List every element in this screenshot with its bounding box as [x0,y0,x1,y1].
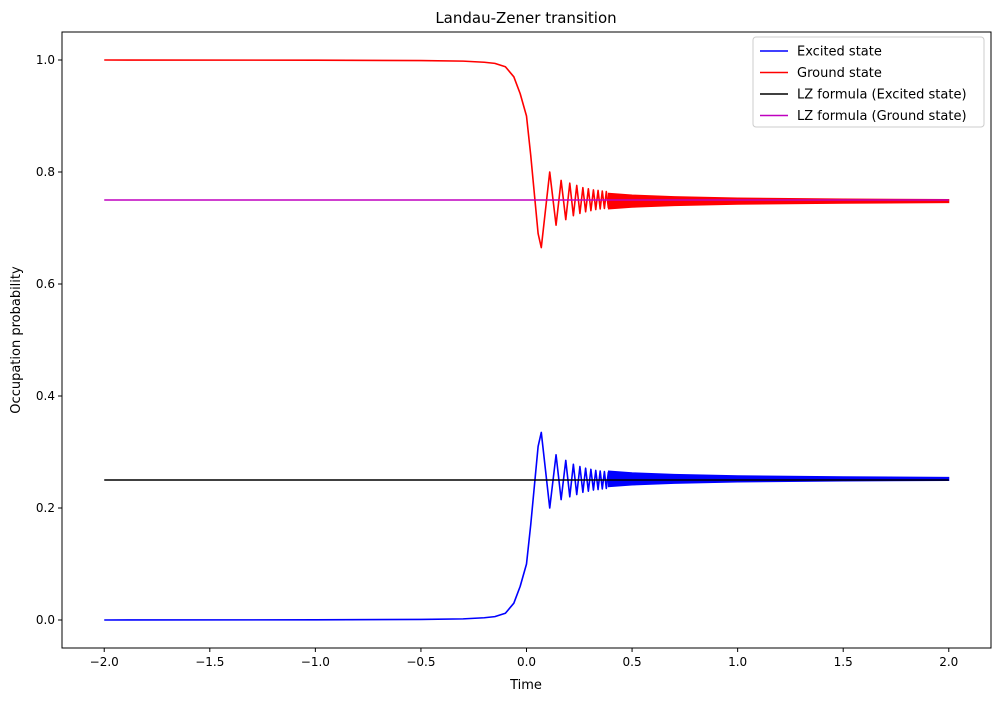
series-excited-state [104,431,610,621]
plot-area [104,59,950,621]
legend-entry: LZ formula (Ground state) [797,109,967,124]
x-tick-label: −2.0 [90,655,119,669]
x-tick-label: 2.0 [939,655,958,669]
axes: −2.0 −1.5 −1.0 −0.5 0.0 0.5 1.0 1.5 2.0 0.0 0.2 0.4… [36,31,992,669]
x-tick-label: −1.0 [301,655,330,669]
x-tick-label: 1.5 [834,655,853,669]
y-tick-label: 0.2 [36,501,55,515]
legend-entry: LZ formula (Excited state) [797,88,967,103]
y-tick-label: 0.6 [36,277,55,291]
band-excited-state [607,470,950,488]
x-tick-label: 1.0 [728,655,747,669]
y-tick-label: 1.0 [36,53,55,67]
x-tick-label: −1.5 [195,655,224,669]
legend-entry: Ground state [797,66,882,81]
chart-title: Landau-Zener transition [435,9,616,27]
x-tick-label: 0.5 [623,655,642,669]
legend-entry: Excited state [797,45,882,60]
x-axis-label: Time [509,678,542,693]
band-ground-state [607,192,950,210]
y-tick-label: 0.8 [36,165,55,179]
y-tick-label: 0.0 [36,613,55,627]
series-ground-state [104,59,610,249]
legend-box [752,36,985,128]
x-tick-label: −0.5 [406,655,435,669]
x-tick-label: 0.0 [517,655,536,669]
y-axis-label: Occupation probability [9,266,24,414]
legend: Excited state Ground state LZ formula (Exc… [752,36,985,128]
y-tick-label: 0.4 [36,389,55,403]
